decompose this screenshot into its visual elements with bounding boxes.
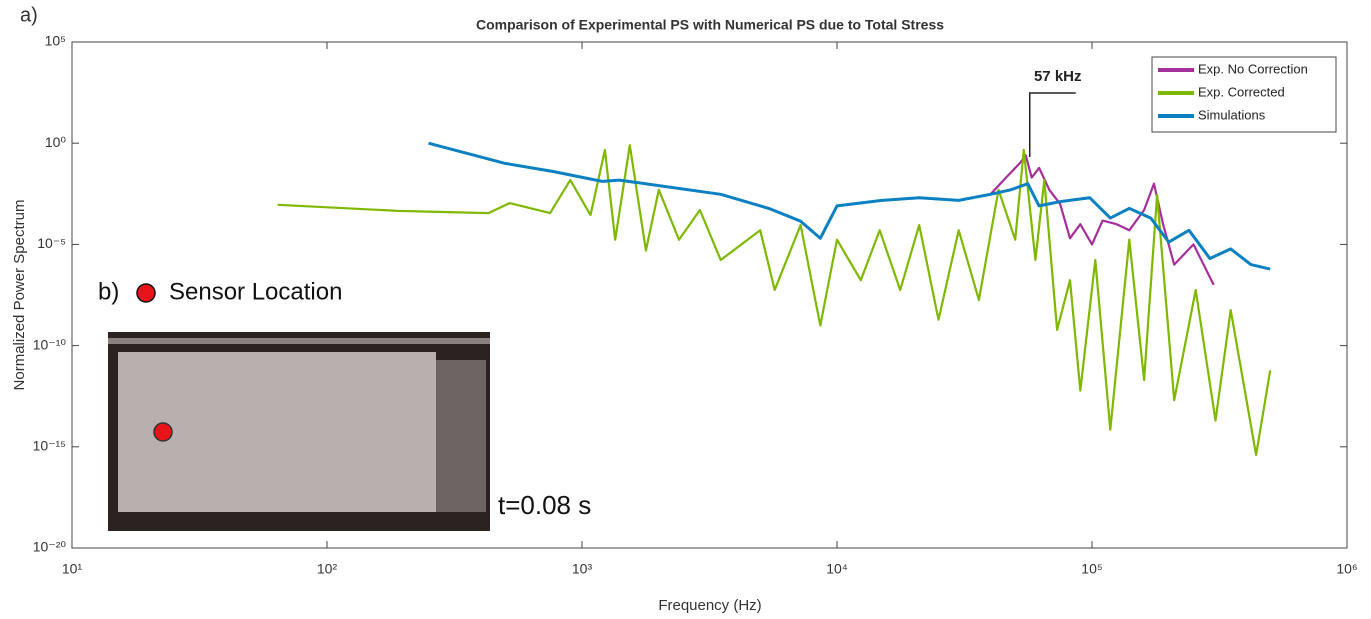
legend-label: Simulations — [1198, 107, 1266, 122]
x-tick-label: 10² — [317, 561, 338, 577]
y-tick-label: 10⁻²⁰ — [33, 539, 67, 555]
y-tick-label: 10⁻⁵ — [37, 235, 66, 251]
inset-label: b) — [98, 278, 119, 305]
inset-photo-front — [436, 360, 486, 512]
series-line — [989, 154, 1215, 286]
chart-title: Comparison of Experimental PS with Numer… — [476, 17, 944, 33]
inset-legend: Sensor Location — [169, 278, 342, 305]
series-line — [428, 141, 1271, 271]
legend-label: Exp. No Correction — [1198, 61, 1308, 76]
y-tick-label: 10⁻¹⁵ — [33, 438, 66, 454]
x-tick-label: 10⁴ — [826, 561, 848, 577]
inset-photo-rail — [108, 338, 490, 344]
sensor-legend-marker — [136, 283, 156, 303]
sensor-marker — [153, 422, 173, 442]
x-axis-label: Frequency (Hz) — [658, 597, 761, 614]
series-line — [277, 144, 1272, 456]
y-tick-label: 10⁰ — [45, 134, 67, 150]
y-tick-label: 10⁵ — [45, 33, 66, 49]
x-tick-label: 10⁶ — [1336, 561, 1357, 577]
x-tick-label: 10⁵ — [1081, 561, 1102, 577]
annotation-bracket — [1029, 92, 1076, 157]
legend-label: Exp. Corrected — [1198, 84, 1285, 99]
y-tick-label: 10⁻¹⁰ — [33, 336, 67, 352]
y-axis-label: Normalized Power Spectrum — [11, 200, 28, 391]
inset-caption: t=0.08 s — [498, 490, 591, 520]
series-layer — [277, 141, 1272, 456]
panel-label: a) — [20, 4, 38, 26]
annotation-text: 57 kHz — [1034, 68, 1082, 85]
inset: b) Sensor Location t=0.08 s — [98, 278, 591, 531]
x-tick-label: 10³ — [572, 561, 593, 577]
x-tick-label: 10¹ — [62, 561, 83, 577]
